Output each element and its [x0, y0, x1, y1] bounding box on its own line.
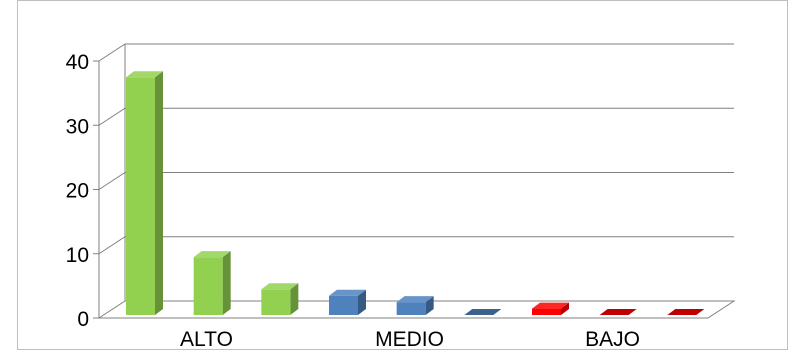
y-tick-label: 10 — [66, 244, 89, 267]
bar-top — [464, 309, 502, 315]
bar — [396, 296, 434, 315]
bar-top — [193, 251, 231, 258]
y-tick-label: 20 — [66, 180, 89, 203]
y-tick-label: 30 — [66, 115, 89, 138]
x-category-label: BAJO — [585, 328, 640, 350]
bar-top — [329, 289, 366, 296]
bar — [667, 309, 705, 315]
y-tick-label: 40 — [66, 51, 89, 74]
bar — [464, 309, 502, 315]
x-category-label: ALTO — [180, 328, 233, 350]
gridline — [98, 236, 734, 255]
gridline — [98, 43, 734, 62]
gridlines — [98, 43, 734, 255]
bar — [193, 251, 231, 315]
bar-front — [193, 257, 223, 315]
bar-top — [667, 309, 705, 315]
bar-top — [599, 309, 637, 315]
y-tick-label: 0 — [77, 308, 89, 331]
bar — [261, 283, 299, 315]
y-tick-labels: 0 10 20 30 40 — [66, 51, 89, 331]
bar — [329, 289, 366, 315]
bar-front — [396, 302, 426, 315]
gridline — [98, 172, 734, 190]
bar-top — [126, 71, 163, 78]
bar-front — [532, 308, 561, 315]
bar-front — [126, 77, 155, 316]
bar-front — [329, 295, 358, 315]
bar-top — [396, 296, 434, 303]
bar-top — [532, 302, 569, 309]
bar-side — [358, 289, 366, 315]
bar — [532, 302, 569, 315]
bar — [599, 309, 637, 315]
bar-side — [425, 296, 434, 315]
bar-top — [261, 283, 299, 290]
bar-front — [261, 289, 291, 315]
bar-side — [222, 251, 231, 315]
y-axis — [93, 60, 708, 319]
bar-series — [126, 71, 705, 316]
bar-side — [155, 71, 163, 316]
gridline — [98, 107, 734, 126]
bar-side — [290, 283, 299, 315]
bar-side — [561, 302, 569, 315]
x-category-labels: ALTO MEDIO BAJO — [180, 328, 640, 351]
bar — [126, 71, 163, 316]
x-category-label: MEDIO — [375, 328, 444, 350]
